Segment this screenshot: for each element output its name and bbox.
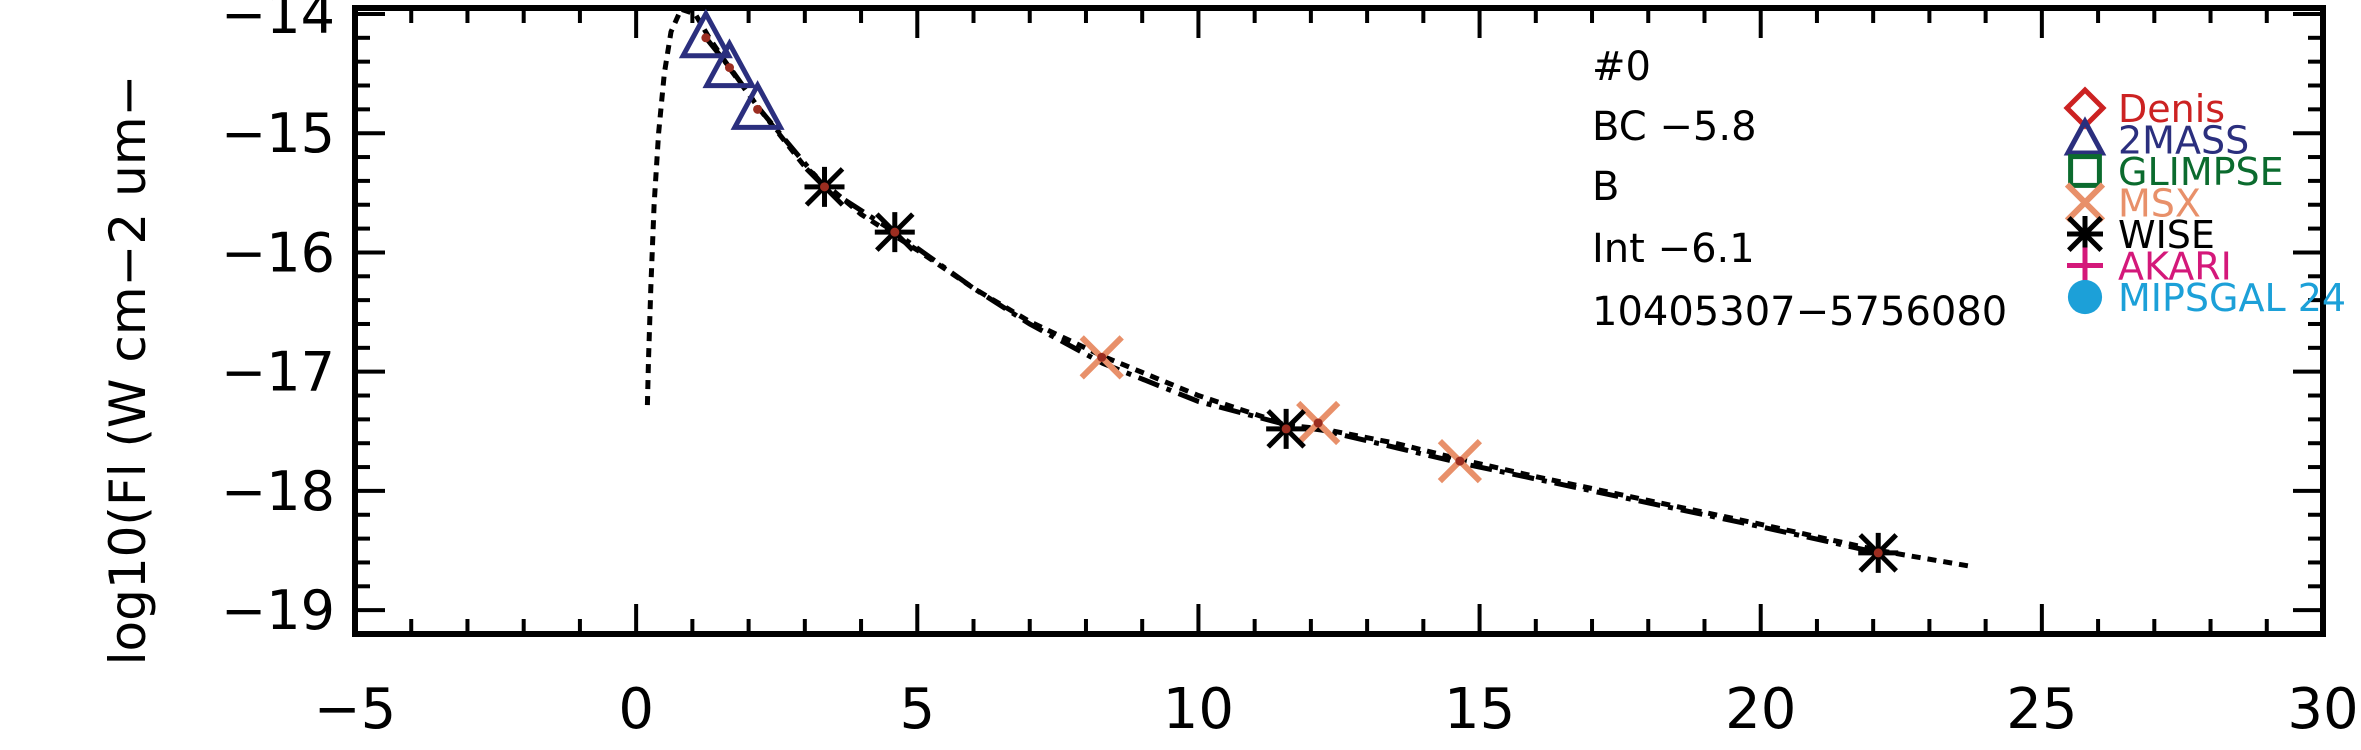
x-tick-label: 10 [1163, 677, 1234, 742]
legend-marker-2mass [2063, 116, 2107, 156]
annotation-block: #0 BC −5.8 B Int −6.1 10405307−5756080 [1592, 44, 2007, 335]
data-point-center [1313, 418, 1323, 428]
data-point-center [890, 227, 900, 237]
y-tick-label: −19 [221, 579, 335, 642]
data-point-2mass [678, 8, 733, 59]
legend-label: 2MASS [2118, 119, 2249, 163]
x-tick-label: 30 [2287, 677, 2358, 742]
data-point-2mass [702, 38, 757, 89]
y-tick-label: −17 [221, 341, 335, 404]
plot-frame [352, 5, 2326, 637]
legend-label: Denis [2118, 87, 2225, 131]
model-curve-dotted [644, 6, 1970, 569]
x-tick-label: 15 [1444, 677, 1515, 742]
data-point-center [1281, 424, 1291, 434]
x-tick-label: 20 [1725, 677, 1796, 742]
y-tick-label: −18 [221, 460, 335, 523]
y-tick-label: −16 [221, 221, 335, 284]
legend-label: MSX [2118, 182, 2201, 226]
x-tick-label: −5 [314, 677, 397, 742]
legend-marker-wise [2067, 216, 2103, 252]
x-tick-label: 25 [2006, 677, 2077, 742]
y-tick-label: −15 [221, 102, 335, 165]
data-point-center [724, 63, 734, 73]
legend-label: AKARI [2118, 245, 2232, 289]
legend-label: WISE [2118, 213, 2215, 257]
model-curves [644, 6, 1970, 569]
annotation-line: 10405307−5756080 [1592, 289, 2007, 335]
annotation-line: BC −5.8 [1592, 104, 1757, 150]
data-point-center [820, 182, 830, 192]
model-curve-dashdot [703, 36, 1880, 556]
data-points [678, 8, 1899, 573]
legend-marker-msx [2064, 182, 2106, 223]
data-point-center [1455, 456, 1465, 466]
data-point-center [1097, 352, 1107, 362]
plot-border [352, 5, 2326, 637]
annotation-line: Int −6.1 [1592, 226, 1755, 272]
annotation-line: #0 [1592, 44, 1651, 90]
axis-ticks: −5 0 5 10 15 20 25 30 −19 −18 −17 −16 −15 −14 [221, 0, 2359, 742]
legend-marker-glimpse [2068, 154, 2102, 188]
legend-label: GLIMPSE [2118, 150, 2284, 194]
x-tick-label: 0 [618, 677, 654, 742]
x-tick-label: 5 [899, 677, 935, 742]
annotation-line: B [1592, 164, 1619, 210]
legend-marker-mipsgal-24 [2067, 279, 2103, 315]
legend-label: MIPSGAL 24 [2118, 276, 2346, 320]
data-point-center [1873, 548, 1883, 558]
data-point-center [753, 104, 763, 114]
data-point-2mass [730, 80, 785, 130]
legend-marker-akari [2067, 247, 2103, 284]
y-axis-label: log10(Fl (W cm−2 um− [99, 75, 157, 666]
data-point-center [701, 33, 711, 43]
y-tick-label: −14 [221, 0, 335, 46]
